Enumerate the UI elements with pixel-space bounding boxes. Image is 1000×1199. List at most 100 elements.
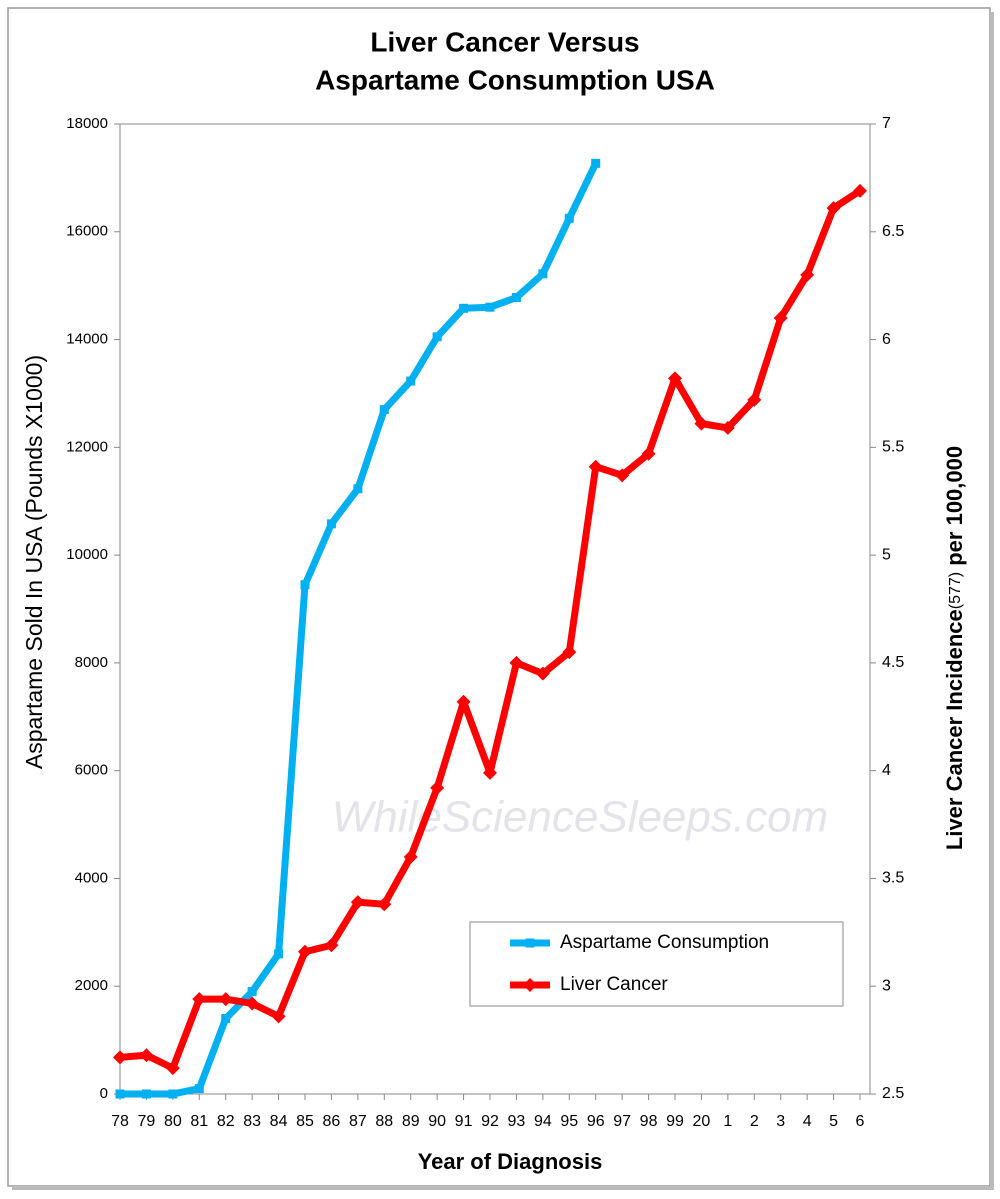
marker: [538, 269, 548, 279]
y2-tick-label: 2.5: [882, 1085, 904, 1102]
x-tick-label: 85: [296, 1113, 314, 1130]
marker: [353, 484, 363, 494]
y2-title-part: (577): [947, 572, 964, 609]
marker: [485, 302, 495, 312]
y-tick-label: 18000: [66, 115, 108, 132]
marker: [298, 944, 312, 959]
x-tick-label: 88: [375, 1113, 393, 1130]
chart-title: Liver Cancer Versus: [370, 26, 639, 57]
marker: [562, 645, 577, 660]
frame-shadow: [12, 1186, 994, 1190]
marker: [456, 694, 471, 709]
x-tick-label: 6: [856, 1113, 865, 1130]
x-tick-label: 4: [803, 1113, 812, 1130]
marker: [853, 183, 867, 198]
x-tick-label: 2: [750, 1113, 759, 1130]
x-tick-label: 93: [508, 1113, 526, 1130]
x-tick-label: 91: [455, 1113, 473, 1130]
marker: [615, 468, 630, 483]
marker: [430, 780, 445, 795]
marker: [115, 1089, 125, 1099]
x-tick-label: 87: [349, 1113, 367, 1130]
marker: [271, 1009, 286, 1024]
y2-tick-label: 5: [882, 546, 891, 563]
x-tick-label: 96: [587, 1113, 605, 1130]
y-axis-title: Aspartame Sold In USA (Pounds X1000): [21, 355, 47, 769]
marker: [800, 267, 815, 282]
marker: [483, 765, 497, 780]
y-tick-label: 4000: [75, 869, 108, 886]
marker: [720, 420, 735, 435]
y2-tick-label: 5.5: [882, 439, 904, 456]
y2-tick-label: 7: [882, 115, 891, 132]
legend-box: [469, 921, 844, 1007]
legend-label: Aspartame Consumption: [560, 932, 769, 953]
x-tick-label: 78: [111, 1113, 129, 1130]
marker: [377, 897, 392, 912]
marker: [168, 1089, 178, 1099]
y2-axis-title: Liver Cancer Incidence(577) per 100,000: [942, 446, 967, 850]
marker: [300, 580, 310, 590]
marker: [194, 1084, 204, 1094]
x-tick-label: 5: [829, 1113, 838, 1130]
marker: [432, 332, 442, 342]
x-tick-label: 95: [560, 1113, 578, 1130]
marker: [694, 416, 709, 431]
x-tick-label: 20: [693, 1113, 711, 1130]
marker: [326, 519, 336, 529]
marker: [165, 1061, 180, 1076]
marker: [218, 992, 233, 1007]
x-tick-label: 94: [534, 1113, 552, 1130]
y2-tick-label: 6.5: [882, 223, 904, 240]
x-tick-label: 80: [164, 1113, 182, 1130]
x-tick-label: 84: [270, 1113, 288, 1130]
marker: [350, 895, 365, 910]
plot-area: [119, 123, 871, 1095]
chart-title: Aspartame Consumption USA: [315, 64, 715, 95]
y-tick-label: 12000: [66, 438, 108, 455]
x-tick-label: 1: [723, 1113, 732, 1130]
frame: [7, 7, 991, 1187]
x-axis-title: Year of Diagnosis: [418, 1149, 603, 1174]
x-tick-label: 79: [138, 1113, 156, 1130]
marker: [113, 1050, 127, 1065]
marker: [406, 376, 416, 386]
y-tick-label: 2000: [75, 977, 108, 994]
marker: [826, 201, 841, 216]
x-tick-label: 89: [402, 1113, 420, 1130]
y-tick-label: 16000: [66, 223, 108, 240]
y2-tick-label: 4.5: [882, 654, 904, 671]
marker: [247, 987, 257, 997]
y-tick-label: 6000: [75, 762, 108, 779]
y-tick-label: 10000: [66, 546, 108, 563]
marker: [192, 992, 207, 1007]
marker: [274, 949, 284, 959]
marker: [511, 293, 521, 303]
x-tick-label: 86: [323, 1113, 341, 1130]
x-tick-label: 83: [243, 1113, 261, 1130]
marker: [245, 996, 260, 1011]
marker: [459, 303, 469, 313]
x-tick-label: 90: [428, 1113, 446, 1130]
y-tick-label: 8000: [75, 654, 108, 671]
x-tick-label: 97: [613, 1113, 631, 1130]
marker: [525, 938, 535, 948]
legend-label: Liver Cancer: [560, 974, 668, 995]
marker: [773, 311, 788, 325]
marker: [221, 1014, 231, 1024]
marker: [747, 392, 762, 407]
marker: [509, 655, 524, 670]
marker: [141, 1089, 151, 1099]
y2-tick-label: 3.5: [882, 870, 904, 887]
x-tick-label: 3: [776, 1113, 785, 1130]
marker: [564, 213, 574, 223]
marker: [523, 978, 537, 992]
marker: [591, 158, 601, 168]
x-tick-label: 99: [666, 1113, 684, 1130]
y2-tick-label: 4: [882, 762, 891, 779]
marker: [139, 1048, 154, 1063]
marker: [535, 666, 550, 681]
watermark: WhileScienceSleeps.com: [332, 793, 828, 842]
marker: [324, 938, 339, 953]
